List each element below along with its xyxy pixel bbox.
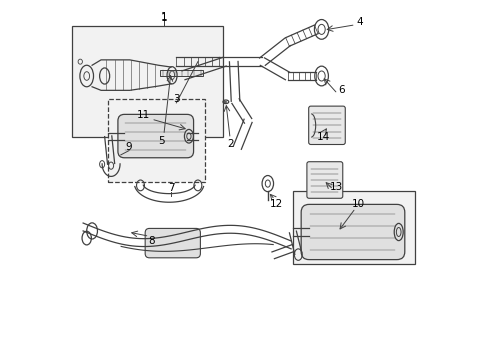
Text: 1: 1: [160, 13, 167, 23]
Text: 14: 14: [316, 132, 329, 142]
Text: 12: 12: [269, 199, 283, 210]
Text: 2: 2: [226, 139, 233, 149]
Text: 10: 10: [351, 199, 365, 210]
FancyBboxPatch shape: [301, 204, 404, 260]
Bar: [72, 26, 223, 137]
FancyBboxPatch shape: [306, 162, 342, 198]
Text: 13: 13: [328, 182, 342, 192]
Text: 7: 7: [167, 183, 174, 193]
Bar: [292, 191, 414, 264]
Bar: [108, 99, 204, 182]
Text: 6: 6: [337, 85, 344, 95]
Text: 9: 9: [125, 142, 132, 152]
Bar: [160, 69, 203, 76]
Text: 11: 11: [137, 111, 150, 121]
FancyBboxPatch shape: [145, 228, 200, 258]
Text: 8: 8: [148, 236, 154, 246]
Text: 4: 4: [355, 17, 362, 27]
Text: 3: 3: [173, 94, 179, 104]
FancyBboxPatch shape: [118, 114, 193, 158]
Text: 5: 5: [158, 136, 164, 146]
FancyBboxPatch shape: [308, 106, 345, 144]
Text: 1: 1: [160, 12, 167, 22]
